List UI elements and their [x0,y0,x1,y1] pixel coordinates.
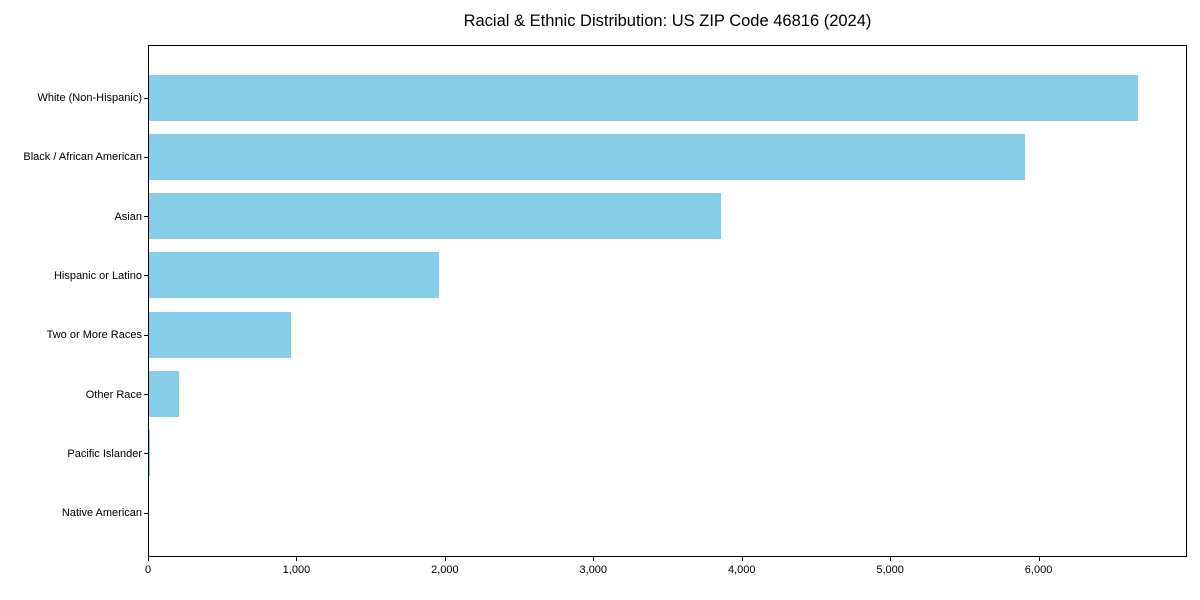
x-tick [444,557,446,561]
x-tick-label: 4,000 [727,564,756,576]
bar-hispanic-or-latino [149,252,440,299]
y-tick-label-white-non-hispanic: White (Non-Hispanic) [37,92,142,104]
y-tick-label-pacific-islander: Pacific Islander [67,447,142,460]
y-tick-label-native-american: Native American [61,507,142,520]
y-tick [144,334,148,336]
x-tick-label: 5,000 [876,564,904,576]
x-tick-label: 6,000 [1024,564,1053,576]
y-tick-label-asian: Asian [114,210,142,223]
bar-black-african-american [149,133,1025,180]
x-tick-label: 3,000 [579,564,608,576]
x-tick [890,557,892,561]
y-tick [144,156,148,158]
y-tick-label-other-race: Other Race [85,388,142,401]
bar-white-non-hispanic [149,74,1138,121]
x-tick [593,557,595,561]
x-tick [296,557,298,561]
plot-area [148,45,1187,557]
bar-pacific-islander [149,430,151,477]
y-tick-label-hispanic-or-latino: Hispanic or Latino [53,269,142,282]
x-tick-label: 0 [144,564,152,576]
bar-asian [149,193,722,240]
x-tick-label: 2,000 [431,564,459,576]
bar-other-race [149,371,179,417]
y-tick [144,216,148,218]
y-tick [144,512,148,514]
x-tick [148,557,149,561]
y-tick-label-two-or-more-races: Two or More Races [46,329,142,342]
chart-title: Racial & Ethnic Distribution: US ZIP Cod… [463,12,872,30]
x-tick [741,557,743,561]
bar-two-or-more-races [149,311,291,358]
x-tick-label: 1,000 [282,564,311,576]
y-tick [144,275,148,277]
x-tick [1038,557,1040,561]
y-tick-label-black-african-american: Black / African American [23,151,142,164]
y-tick [144,394,148,395]
y-tick [144,97,148,99]
y-tick [144,453,148,455]
